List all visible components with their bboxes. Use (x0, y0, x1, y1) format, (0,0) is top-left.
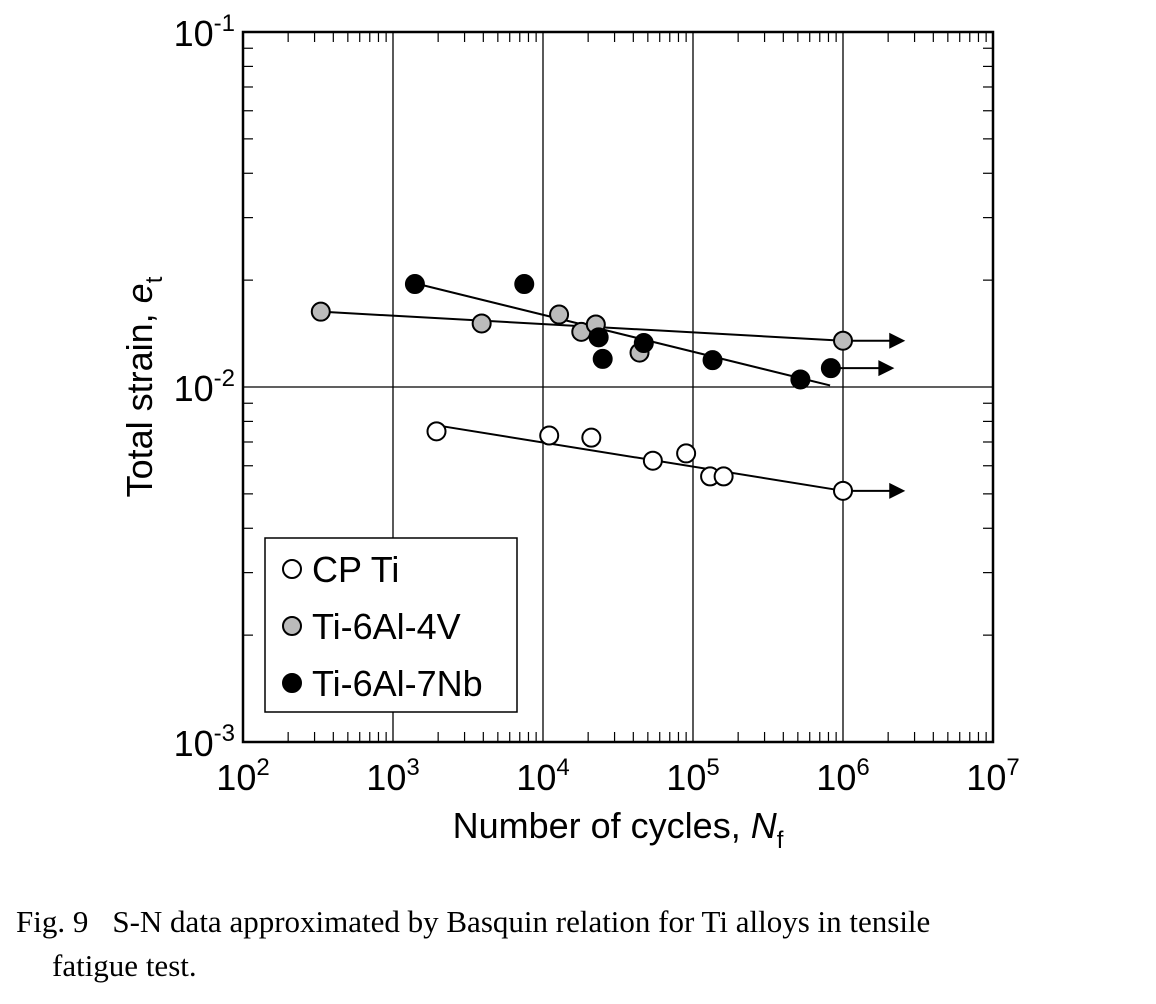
x-tick-exponent: 3 (406, 754, 419, 781)
data-point-cp-ti (676, 443, 697, 464)
data-point-cp-ti (642, 450, 663, 471)
legend-marker-cp-ti (282, 559, 302, 579)
x-tick-base: 10 (966, 757, 1006, 798)
x-tick-exponent: 6 (856, 754, 869, 781)
fit-line-ti-6al-7nb (414, 282, 831, 387)
data-point-ti-6al-4v (833, 330, 853, 351)
x-tick-label: 103 (366, 754, 419, 798)
x-axis-title-subscript: f (777, 827, 784, 854)
caption-figure-label: Fig. 9 (16, 904, 89, 939)
x-axis-title: Number of cycles, Nf (453, 805, 784, 854)
x-tick-base: 10 (666, 757, 706, 798)
y-tick-label: 10-1 (174, 10, 235, 54)
runout-arrowhead-ti-6al-7nb (878, 360, 895, 377)
data-point-ti-6al-4v (471, 313, 492, 334)
data-point-ti-6al-7nb (702, 350, 723, 371)
x-tick-base: 10 (366, 757, 406, 798)
data-point-cp-ti (833, 480, 853, 501)
data-point-cp-ti (713, 466, 734, 487)
data-point-ti-6al-7nb (633, 333, 654, 354)
x-tick-label: 107 (966, 754, 1019, 798)
caption-line-1: S-N data approximated by Basquin relatio… (112, 904, 931, 939)
y-tick-base: 10 (174, 723, 214, 764)
legend-label-ti-6al-4v: Ti-6Al-4V (312, 606, 461, 647)
legend-marker-ti-6al-4v (282, 616, 302, 636)
fit-line-cp-ti (436, 424, 844, 492)
legend: CP Ti Ti-6Al-4V Ti-6Al-7Nb (264, 537, 518, 713)
y-tick-label: 10-2 (174, 365, 235, 409)
data-point-ti-6al-7nb (514, 274, 535, 295)
legend-marker-ti-6al-7nb (282, 673, 302, 693)
y-tick-base: 10 (174, 368, 214, 409)
minor-ticks (243, 32, 993, 742)
x-tick-base: 10 (216, 757, 256, 798)
runout-arrows (830, 332, 906, 499)
y-tick-exponent: -1 (214, 10, 235, 37)
data-point-cp-ti (581, 427, 602, 448)
chart-canvas: 102 103 104 105 106 107 10-310-210-1 Number o… (119, 10, 1020, 854)
y-tick-exponent: -2 (214, 365, 235, 392)
plot-frame (241, 30, 995, 744)
caption-line-2: fatigue test. (52, 948, 197, 983)
y-axis-title-group: Total strain, et (119, 276, 168, 497)
legend-box (264, 537, 518, 713)
x-tick-exponent: 5 (706, 754, 719, 781)
x-tick-base: 10 (516, 757, 556, 798)
data-point-ti-6al-4v (310, 301, 331, 322)
y-axis-title: Total strain, et (119, 276, 168, 497)
data-point-ti-6al-7nb (790, 369, 811, 390)
x-tick-label: 104 (516, 754, 569, 798)
data-point-ti-6al-7nb (592, 348, 613, 369)
x-tick-labels: 102 103 104 105 106 107 (216, 754, 1019, 798)
runout-arrowhead-ti-6al-4v (889, 332, 906, 349)
y-tick-label: 10-3 (174, 720, 235, 764)
x-tick-label: 105 (666, 754, 719, 798)
data-point-ti-6al-7nb (404, 274, 425, 295)
x-tick-label: 106 (816, 754, 869, 798)
figure-caption: Fig. 9 S-N data approximated by Basquin r… (16, 900, 1136, 988)
legend-label-ti-6al-7nb: Ti-6Al-7Nb (312, 663, 483, 704)
x-tick-base: 10 (816, 757, 856, 798)
legend-label-cp-ti: CP Ti (312, 549, 399, 590)
data-point-ti-6al-4v (549, 304, 570, 325)
y-axis-title-variable: e (119, 283, 160, 303)
x-axis-title-variable: N (751, 805, 778, 846)
data-points (310, 274, 853, 501)
x-tick-exponent: 4 (556, 754, 569, 781)
data-point-cp-ti (426, 421, 447, 442)
sn-chart: 102 103 104 105 106 107 10-3 10-2 10-1 Number o… (119, 10, 1020, 854)
data-point-ti-6al-7nb (588, 327, 609, 348)
y-tick-exponent: -3 (214, 720, 235, 747)
y-tick-labels: 10-310-210-1 (174, 10, 235, 764)
y-tick-base: 10 (174, 13, 214, 54)
x-tick-label: 102 (216, 754, 269, 798)
x-axis-title-text: Number of cycles, (453, 805, 751, 846)
data-point-ti-6al-7nb (820, 358, 841, 379)
runout-arrowhead-cp-ti (889, 482, 906, 499)
x-tick-exponent: 7 (1006, 754, 1019, 781)
data-point-cp-ti (539, 425, 560, 446)
y-axis-title-subscript: t (141, 276, 168, 283)
y-axis-title-text: Total strain, (119, 303, 160, 497)
x-tick-exponent: 2 (256, 754, 269, 781)
